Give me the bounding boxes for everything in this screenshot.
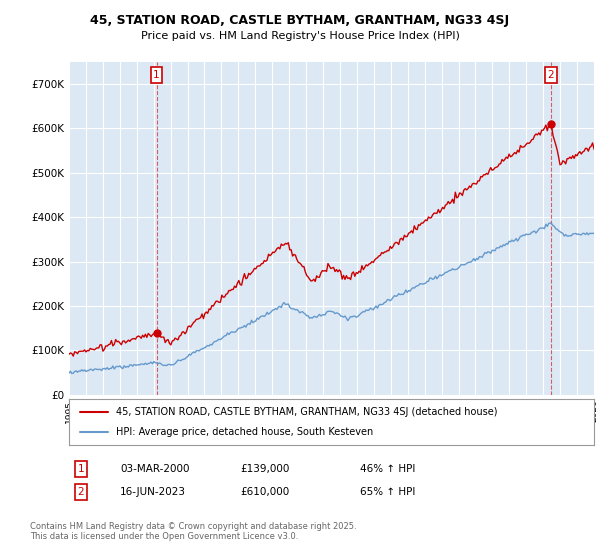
Text: 45, STATION ROAD, CASTLE BYTHAM, GRANTHAM, NG33 4SJ (detached house): 45, STATION ROAD, CASTLE BYTHAM, GRANTHA…: [116, 407, 498, 417]
Text: £139,000: £139,000: [240, 464, 289, 474]
Text: 45, STATION ROAD, CASTLE BYTHAM, GRANTHAM, NG33 4SJ: 45, STATION ROAD, CASTLE BYTHAM, GRANTHA…: [91, 14, 509, 27]
Text: 16-JUN-2023: 16-JUN-2023: [120, 487, 186, 497]
Text: 1: 1: [153, 70, 160, 80]
Text: Price paid vs. HM Land Registry's House Price Index (HPI): Price paid vs. HM Land Registry's House …: [140, 31, 460, 41]
Text: 2: 2: [77, 487, 85, 497]
Text: 03-MAR-2000: 03-MAR-2000: [120, 464, 190, 474]
Text: 65% ↑ HPI: 65% ↑ HPI: [360, 487, 415, 497]
Text: 1: 1: [77, 464, 85, 474]
Text: £610,000: £610,000: [240, 487, 289, 497]
Text: 46% ↑ HPI: 46% ↑ HPI: [360, 464, 415, 474]
Text: 2: 2: [548, 70, 554, 80]
Text: Contains HM Land Registry data © Crown copyright and database right 2025.
This d: Contains HM Land Registry data © Crown c…: [30, 522, 356, 542]
Text: HPI: Average price, detached house, South Kesteven: HPI: Average price, detached house, Sout…: [116, 427, 373, 437]
